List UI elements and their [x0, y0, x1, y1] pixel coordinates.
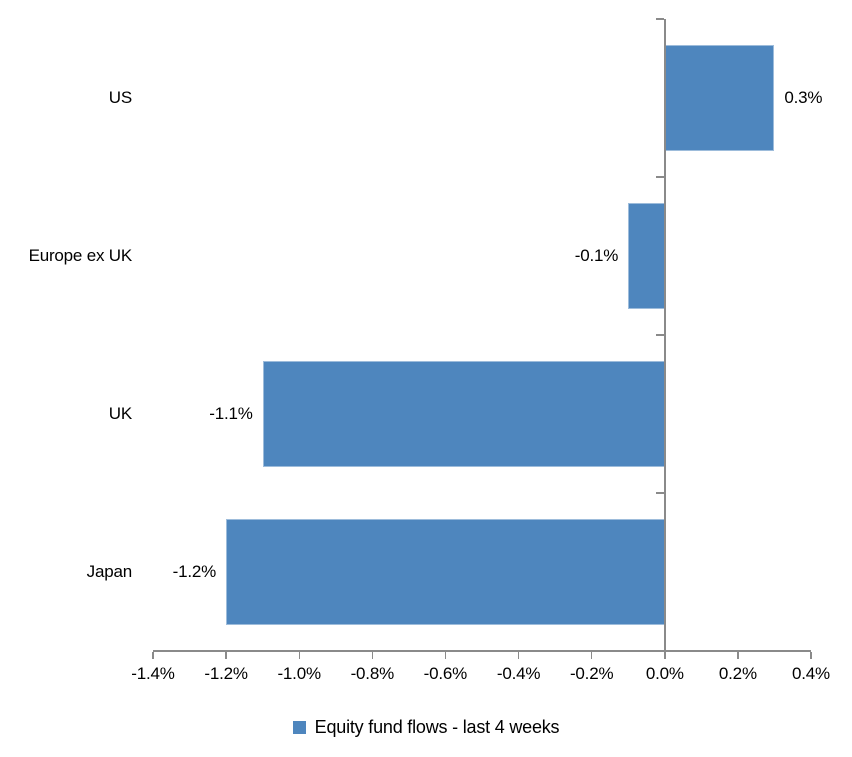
value-label-uk: -1.1%: [209, 404, 253, 423]
category-label-europe-ex-uk: Europe ex UK: [28, 246, 133, 265]
x-axis-line: [153, 650, 811, 652]
x-axis-tick: [737, 652, 739, 659]
category-axis-line: [663, 19, 666, 659]
x-axis-tick-label: 0.0%: [645, 664, 684, 683]
x-axis-tick: [298, 652, 300, 659]
category-label-japan: Japan: [86, 562, 133, 581]
x-axis-tick: [444, 652, 447, 659]
x-axis-tick: [590, 652, 593, 659]
x-axis-tick: [517, 652, 520, 659]
x-axis-tick-label: -0.2%: [569, 664, 614, 683]
x-axis-tick-label: -1.2%: [204, 664, 248, 683]
category-axis-tick: [655, 334, 664, 336]
value-label-us: 0.3%: [784, 88, 823, 107]
x-axis-tick-label: -0.4%: [496, 664, 541, 683]
category-axis-tick: [655, 176, 664, 178]
category-axis-tick: [655, 18, 664, 20]
x-axis-tick-label: -0.6%: [423, 664, 468, 683]
category-label-us: US: [108, 88, 132, 107]
value-label-europe-ex-uk: -0.1%: [574, 246, 619, 265]
bar-europe-ex-uk: [628, 203, 665, 309]
legend-label: Equity fund flows - last 4 weeks: [314, 717, 560, 737]
x-axis-tick: [810, 652, 812, 659]
x-axis-tick-label: -1.0%: [277, 664, 321, 683]
x-axis-tick-label: -0.8%: [350, 664, 395, 683]
value-label-japan: -1.2%: [172, 562, 217, 581]
x-axis-tick: [664, 652, 666, 659]
x-axis-tick: [225, 652, 227, 659]
x-axis-tick-label: 0.4%: [792, 664, 830, 683]
bar-uk: [262, 361, 665, 467]
x-axis-tick: [152, 652, 154, 659]
x-axis-tick: [371, 652, 374, 659]
bar-us: [664, 45, 775, 151]
x-axis-tick-label: 0.2%: [718, 664, 757, 683]
bar-japan: [226, 519, 665, 625]
category-axis-tick: [655, 492, 664, 494]
legend-marker-icon: [292, 720, 306, 734]
x-axis-tick-label: -1.4%: [131, 664, 175, 683]
category-label-uk: UK: [108, 404, 132, 423]
legend: Equity fund flows - last 4 weeks: [0, 714, 852, 740]
